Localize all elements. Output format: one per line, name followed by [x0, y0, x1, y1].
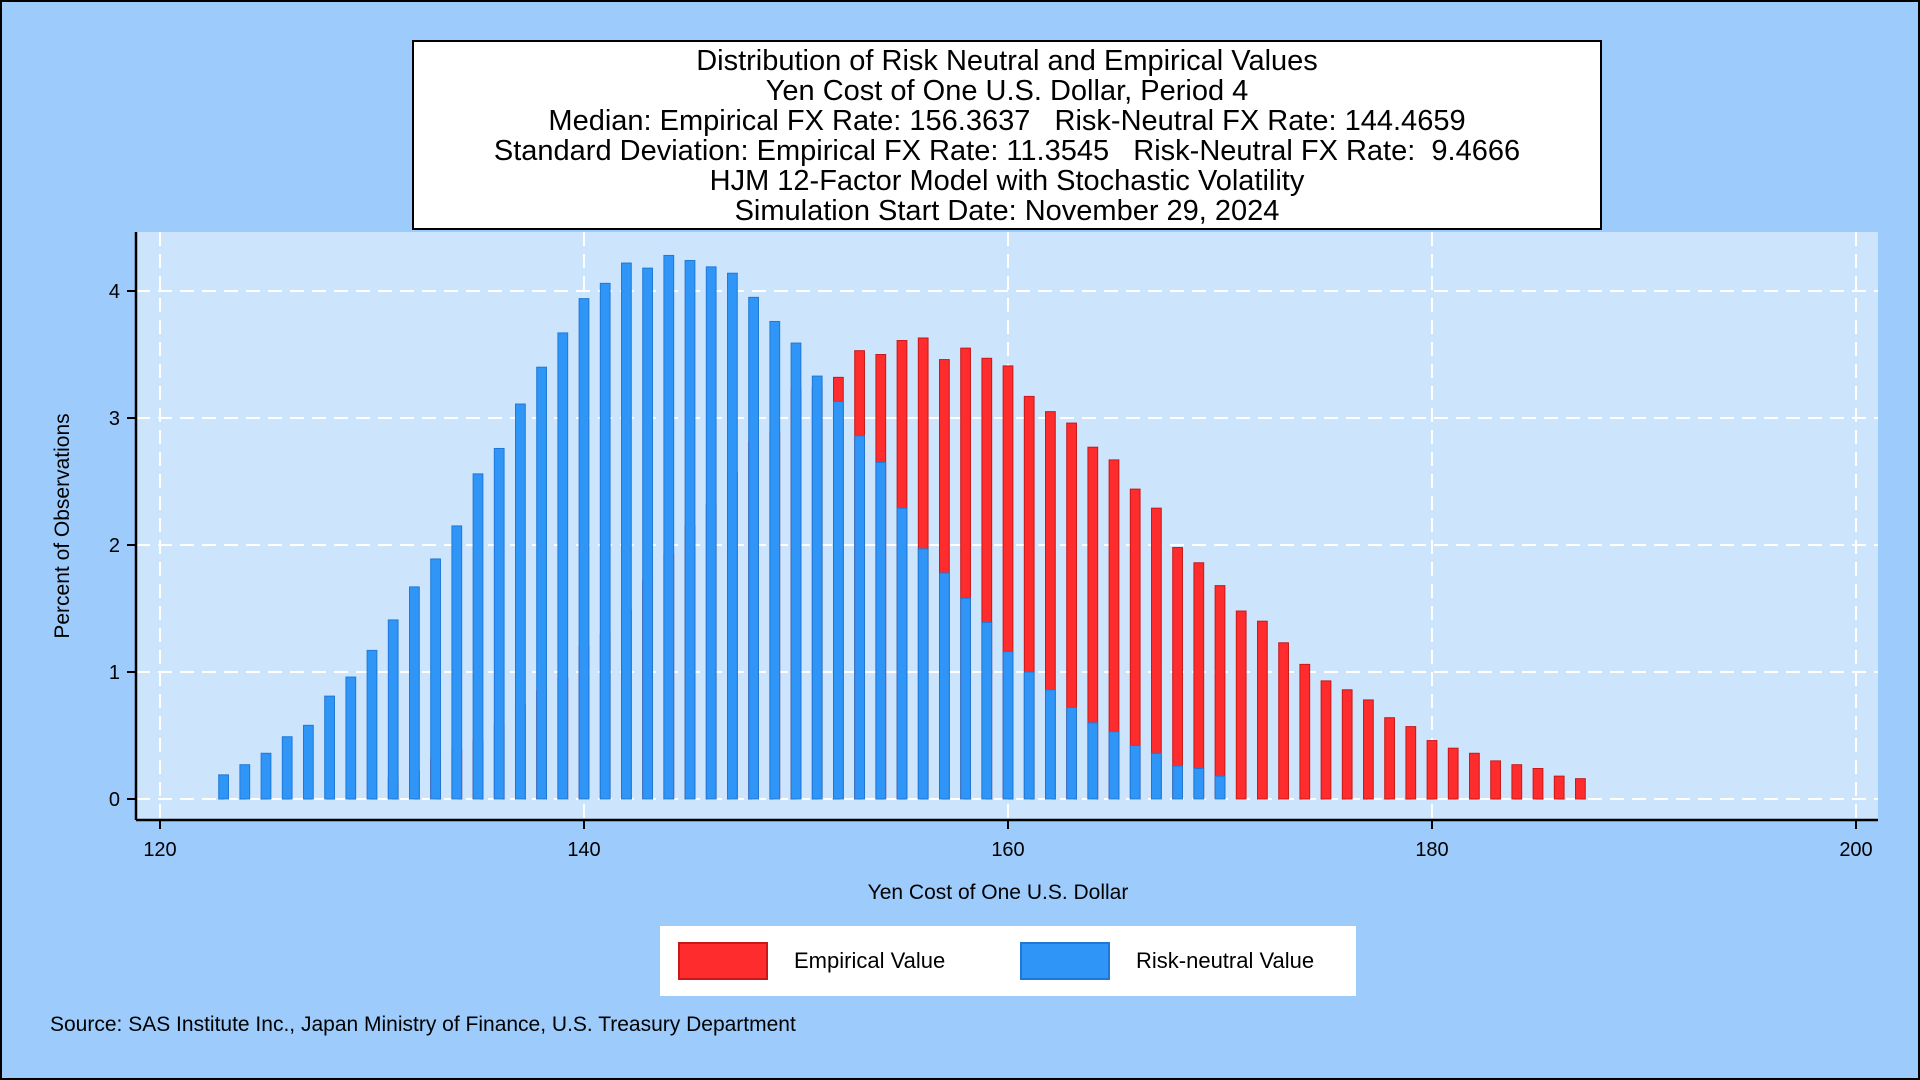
- x-tick-label: 180: [1415, 839, 1448, 861]
- chart-title: Distribution of Risk Neutral and Empiric…: [696, 45, 1318, 77]
- empirical-bar: [1257, 620, 1268, 800]
- risk-neutral-bar: [642, 267, 653, 800]
- x-tick-label: 120: [143, 839, 176, 861]
- y-tick-label: 1: [109, 662, 120, 684]
- risk-neutral-bar: [981, 621, 993, 800]
- empirical-bar: [1193, 562, 1205, 800]
- risk-neutral-bar: [833, 400, 844, 800]
- risk-neutral-bar: [430, 558, 441, 800]
- empirical-bar: [1363, 699, 1374, 800]
- empirical-bar: [1384, 717, 1395, 800]
- risk-neutral-bar: [854, 435, 865, 800]
- risk-neutral-bar: [409, 586, 420, 800]
- risk-neutral-bar: [493, 447, 505, 800]
- empirical-bar: [1320, 680, 1332, 800]
- start-date-line: Simulation Start Date: November 29, 2024: [734, 195, 1280, 227]
- empirical-bar: [1426, 740, 1438, 800]
- source-note: Source: SAS Institute Inc., Japan Minist…: [50, 1013, 796, 1036]
- std-dev-line: Standard Deviation: Empirical FX Rate: 1…: [493, 135, 1521, 167]
- risk-neutral-bar: [663, 254, 675, 800]
- model-line: HJM 12-Factor Model with Stochastic Vola…: [709, 165, 1305, 197]
- y-tick-label: 4: [109, 281, 120, 303]
- risk-neutral-bar: [536, 366, 547, 800]
- chart-subtitle: Yen Cost of One U.S. Dollar, Period 4: [765, 75, 1249, 107]
- legend: Empirical Value Risk-neutral Value: [660, 926, 1356, 996]
- risk-neutral-bar: [1066, 707, 1077, 800]
- risk-neutral-bar: [1172, 765, 1183, 800]
- x-tick-label: 200: [1839, 839, 1872, 861]
- risk-neutral-bar: [303, 724, 314, 800]
- risk-neutral-bar: [218, 774, 229, 800]
- legend-swatch-empirical: [678, 942, 768, 980]
- risk-neutral-bar: [366, 649, 378, 800]
- empirical-bar: [1299, 663, 1311, 800]
- y-axis-label: Percent of Observations: [51, 413, 74, 638]
- risk-neutral-bar: [1193, 768, 1205, 800]
- risk-neutral-bar: [578, 298, 590, 800]
- empirical-bar: [1532, 768, 1544, 800]
- legend-label-empirical: Empirical Value: [794, 948, 946, 973]
- median-line: Median: Empirical FX Rate: 156.3637 Risk…: [548, 105, 1466, 137]
- risk-neutral-bar: [960, 597, 971, 800]
- risk-neutral-bar: [324, 695, 335, 800]
- risk-neutral-bar: [387, 619, 399, 800]
- risk-neutral-bar: [472, 473, 484, 800]
- empirical-bar: [1214, 585, 1226, 800]
- y-tick-label: 2: [109, 535, 120, 557]
- risk-neutral-bar: [621, 262, 632, 800]
- legend-label-risk-neutral: Risk-neutral Value: [1136, 948, 1315, 973]
- risk-neutral-bar: [917, 548, 929, 800]
- empirical-bar: [1490, 760, 1501, 800]
- risk-neutral-bars: [218, 254, 1226, 800]
- y-tick-label: 3: [109, 408, 120, 430]
- risk-neutral-bar: [1023, 671, 1035, 800]
- risk-neutral-bar: [684, 260, 696, 800]
- risk-neutral-bar: [748, 296, 759, 800]
- x-tick-label: 140: [567, 839, 600, 861]
- risk-neutral-bar: [515, 403, 526, 800]
- empirical-bar: [1575, 778, 1586, 800]
- empirical-bar: [1172, 547, 1183, 800]
- empirical-bar: [1553, 775, 1565, 800]
- x-tick-label: 160: [991, 839, 1024, 861]
- risk-neutral-bar: [811, 375, 823, 800]
- empirical-bar: [1341, 689, 1353, 800]
- risk-neutral-bar: [1002, 651, 1014, 800]
- risk-neutral-bar: [896, 507, 908, 800]
- risk-neutral-bar: [790, 342, 802, 800]
- risk-neutral-bar: [705, 266, 717, 800]
- risk-neutral-bar: [260, 752, 272, 800]
- axes: [127, 232, 1878, 829]
- risk-neutral-bar: [451, 525, 463, 800]
- risk-neutral-bar: [939, 572, 950, 800]
- risk-neutral-bar: [1045, 689, 1056, 800]
- empirical-bar: [1447, 747, 1459, 800]
- legend-swatch-risk-neutral: [1020, 942, 1110, 980]
- empirical-bar: [1511, 764, 1523, 800]
- risk-neutral-bar: [1151, 752, 1162, 800]
- risk-neutral-bar: [727, 272, 738, 800]
- risk-neutral-bar: [599, 282, 611, 800]
- tick-labels: 120 140 160 180 200 0 1 2 3 4: [109, 281, 1873, 861]
- empirical-bar: [1469, 752, 1480, 800]
- x-axis-label: Yen Cost of One U.S. Dollar: [868, 881, 1129, 904]
- risk-neutral-bar: [1214, 775, 1226, 800]
- risk-neutral-bar: [239, 764, 251, 800]
- empirical-bar: [1235, 610, 1247, 800]
- empirical-bar: [1405, 726, 1417, 800]
- risk-neutral-bar: [281, 736, 293, 800]
- risk-neutral-bar: [1108, 731, 1120, 800]
- risk-neutral-bar: [1129, 745, 1141, 800]
- risk-neutral-bar: [1087, 722, 1099, 800]
- empirical-bar: [1278, 642, 1289, 800]
- y-tick-label: 0: [109, 789, 120, 811]
- risk-neutral-bar: [345, 676, 357, 800]
- risk-neutral-bar: [769, 320, 781, 800]
- risk-neutral-bar: [557, 332, 569, 800]
- title-box: Distribution of Risk Neutral and Empiric…: [412, 40, 1602, 230]
- risk-neutral-bar: [875, 461, 887, 800]
